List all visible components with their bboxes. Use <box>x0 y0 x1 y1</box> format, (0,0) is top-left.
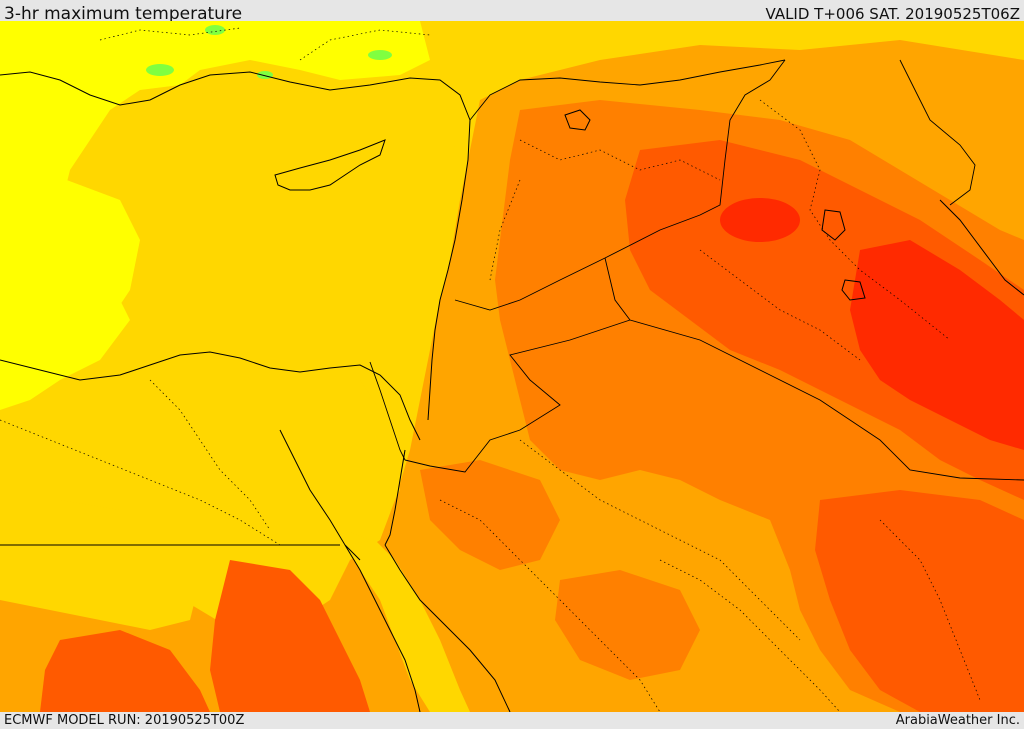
border-jordan-iraq <box>604 257 1024 481</box>
admin-1 <box>519 139 721 181</box>
border-turkey-syria <box>469 59 786 121</box>
field-mild-redsea <box>345 540 470 712</box>
model-run-label: ECMWF MODEL RUN: 20190525T00Z <box>4 713 245 728</box>
footer-bar: ECMWF MODEL RUN: 20190525T00Z ArabiaWeat… <box>0 712 1024 729</box>
field-very-hot-se <box>815 490 1024 712</box>
admin-10 <box>299 29 431 61</box>
coast-redsea-w <box>344 544 421 712</box>
coast-gulf <box>939 199 1024 296</box>
temperature-field-svg <box>0 21 1024 712</box>
coastlines <box>0 71 1024 712</box>
field-cool-patch <box>0 170 140 330</box>
field-mild-sea <box>120 85 455 378</box>
temperature-map[interactable] <box>0 21 1024 712</box>
coast-cyprus <box>274 139 386 191</box>
border-syria-iraq <box>604 59 786 259</box>
lake-tharthar <box>821 209 846 241</box>
field-hot-patch-2 <box>555 570 700 680</box>
credit-label: ArabiaWeather Inc. <box>895 713 1020 728</box>
admin-5 <box>439 499 661 712</box>
valid-time-label: VALID T+006 SAT. 20190525T06Z <box>765 5 1020 23</box>
admin-boundaries <box>0 27 981 712</box>
admin-2 <box>759 99 951 341</box>
coast-gulf-suez <box>279 429 361 561</box>
field-very-hot-sw <box>210 560 370 712</box>
coast-egypt <box>0 351 421 441</box>
field-extreme-spot <box>850 240 1024 450</box>
border-syria-jordan <box>454 257 606 311</box>
border-jordan-saudi <box>404 319 631 473</box>
border-iran-iraq <box>899 59 976 206</box>
extreme-spot-2 <box>720 198 800 242</box>
field-mild-w-egypt <box>0 500 200 630</box>
borders <box>0 59 1024 546</box>
map-title: 3-hr maximum temperature <box>4 4 243 24</box>
admin-3 <box>699 249 861 361</box>
cold-spot-4 <box>257 71 273 79</box>
field-mild-sinai <box>150 375 400 540</box>
admin-8 <box>659 559 841 712</box>
field-very-hot-w <box>40 630 210 712</box>
cold-spot-3 <box>368 50 392 60</box>
cold-spot-1 <box>146 64 174 76</box>
admin-4 <box>519 439 801 641</box>
coast-turkey <box>0 71 471 121</box>
admin-7 <box>149 379 271 531</box>
field-hot-patch-1 <box>420 460 560 570</box>
lake-razazah <box>841 279 866 301</box>
lake-assad <box>564 109 591 131</box>
border-egypt-israel <box>369 361 406 461</box>
cold-spot-2 <box>205 25 225 35</box>
header-bar: 3-hr maximum temperature VALID T+006 SAT… <box>0 0 1024 24</box>
coast-redsea-e <box>384 544 511 712</box>
coast-gulf-aqaba <box>384 449 406 546</box>
coast-levant <box>427 119 471 421</box>
